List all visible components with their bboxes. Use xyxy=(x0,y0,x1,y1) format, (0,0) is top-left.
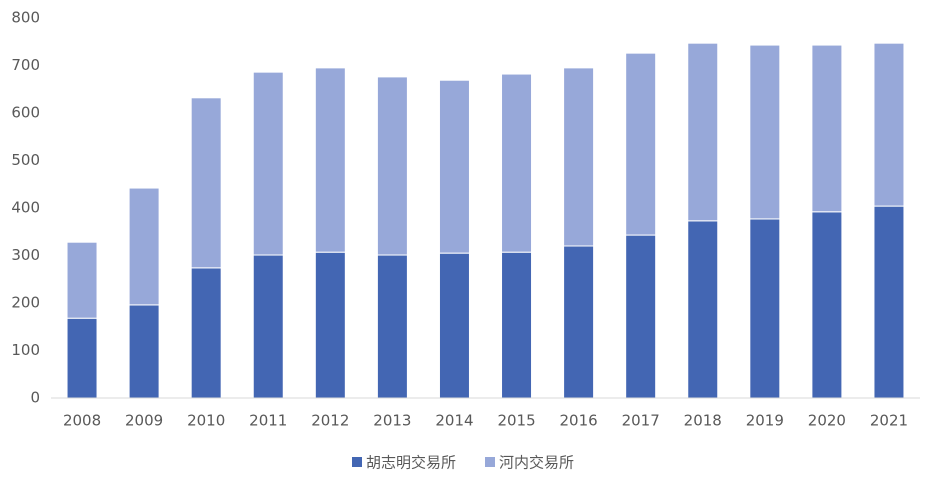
x-tick-label: 2012 xyxy=(311,412,349,430)
bar-segment xyxy=(438,79,470,254)
bar-segment xyxy=(563,245,595,399)
x-tick-label: 2009 xyxy=(125,412,163,430)
bar-segment xyxy=(438,252,470,399)
bar-segment xyxy=(190,97,222,269)
bar-segment xyxy=(128,187,160,306)
y-tick-label: 800 xyxy=(11,9,40,27)
bar-segment xyxy=(625,52,657,236)
x-tick-label: 2015 xyxy=(497,412,535,430)
bar-segment xyxy=(563,67,595,247)
y-tick-label: 500 xyxy=(11,151,40,169)
bar-segment xyxy=(687,42,719,222)
legend-swatch xyxy=(485,457,495,467)
x-tick-label: 2008 xyxy=(63,412,101,430)
bar-segment xyxy=(873,205,905,399)
legend-label: 河内交易所 xyxy=(499,454,574,472)
bar-segment xyxy=(749,218,781,399)
x-tick-label: 2018 xyxy=(684,412,722,430)
bar-segment xyxy=(811,211,843,399)
y-tick-label: 700 xyxy=(11,56,40,74)
bar-segment xyxy=(314,251,346,399)
bar-segment xyxy=(625,234,657,399)
bar-segment xyxy=(749,44,781,220)
y-tick-label: 100 xyxy=(11,341,40,359)
bar-segment xyxy=(66,317,98,399)
y-tick-label: 200 xyxy=(11,294,40,312)
legend-swatch xyxy=(352,457,362,467)
bar-segment xyxy=(376,254,408,399)
x-tick-label: 2016 xyxy=(560,412,598,430)
bar-segment xyxy=(376,76,408,256)
bar-segment xyxy=(501,251,533,399)
bar-segment xyxy=(687,220,719,399)
y-tick-label: 400 xyxy=(11,199,40,217)
y-tick-label: 600 xyxy=(11,104,40,122)
x-tick-label: 2013 xyxy=(373,412,411,430)
legend-label: 胡志明交易所 xyxy=(366,454,456,472)
bar-segment xyxy=(811,44,843,213)
bar-segment xyxy=(873,42,905,207)
bar-segment xyxy=(252,71,284,256)
bar-segment xyxy=(128,304,160,399)
bar-segment xyxy=(252,254,284,399)
x-tick-label: 2021 xyxy=(870,412,908,430)
y-tick-label: 0 xyxy=(30,389,40,407)
bar-segment xyxy=(501,73,533,253)
x-tick-label: 2017 xyxy=(622,412,660,430)
x-tick-label: 2014 xyxy=(435,412,473,430)
x-tick-label: 2011 xyxy=(249,412,287,430)
x-tick-label: 2010 xyxy=(187,412,225,430)
bar-segment xyxy=(314,67,346,253)
bar-segment xyxy=(66,241,98,319)
x-tick-label: 2019 xyxy=(746,412,784,430)
x-tick-label: 2020 xyxy=(808,412,846,430)
bar-segment xyxy=(190,267,222,399)
y-tick-label: 300 xyxy=(11,246,40,264)
